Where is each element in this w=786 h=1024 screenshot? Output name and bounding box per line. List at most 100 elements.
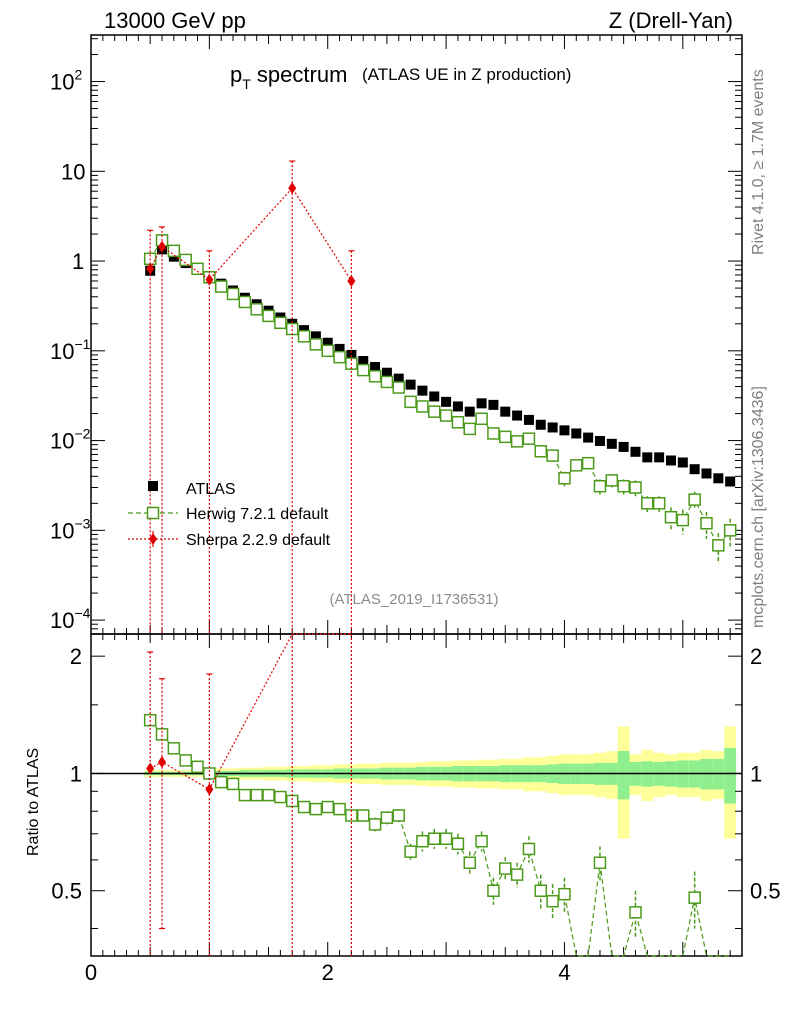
herwig-ratio-point: [274, 790, 287, 804]
legend: ATLAS Herwig 7.2.1 default Sherpa 2.2.9 …: [128, 481, 331, 549]
legend-label-sherpa: Sherpa 2.2.9 default: [186, 532, 331, 549]
title-rest: spectrum: [251, 62, 348, 87]
y-tick-label: 10: [61, 159, 85, 184]
herwig-point: [297, 330, 311, 343]
herwig-ratio-point: [250, 788, 263, 802]
herwig-point: [226, 287, 240, 301]
herwig-point: [712, 539, 725, 552]
atlas-point: [594, 435, 605, 446]
herwig-point: [428, 405, 441, 418]
herwig-ratio-point: [214, 775, 228, 789]
atlas-point: [334, 343, 345, 354]
ratio-tick-label-left: 1: [70, 761, 82, 786]
atlas-point: [500, 406, 511, 417]
herwig-ratio-point: [380, 811, 394, 824]
rivet-label: Rivet 4.1.0, ≥ 1.7M events: [750, 69, 767, 255]
x-tick-label: 2: [322, 960, 334, 985]
herwig-ratio-point: [179, 754, 192, 767]
herwig-ratio-point: [333, 802, 346, 816]
title-p: p: [230, 62, 242, 87]
ratio-band-inner: [617, 750, 630, 800]
herwig-point: [463, 422, 477, 436]
atlas-point: [405, 379, 416, 390]
herwig-ratio-point: [439, 832, 453, 845]
legend-marker-herwig: [146, 506, 160, 520]
herwig-point: [274, 316, 287, 330]
atlas-point: [547, 422, 558, 433]
main-panel: 102 10 1 10−1 10−2 10−3 10−4: [50, 34, 743, 635]
herwig-ratio-point: [487, 884, 500, 897]
sherpa-point: [146, 262, 155, 275]
atlas-point: [701, 468, 712, 479]
y-tick-label: 1: [72, 249, 84, 274]
herwig-point: [380, 375, 394, 389]
herwig-ratio-point: [404, 845, 417, 858]
herwig-ratio-point: [309, 802, 323, 816]
y-tick-label: 10−3: [50, 515, 91, 543]
title-sub: T: [242, 76, 251, 92]
ratio-tick-label-left: 2: [70, 644, 82, 669]
ratio-ylabel: Ratio to ATLAS: [25, 748, 42, 856]
herwig-point: [214, 280, 228, 293]
herwig-point: [664, 510, 678, 524]
herwig-point: [321, 344, 334, 358]
legend-label-herwig: Herwig 7.2.1 default: [186, 506, 329, 523]
y-tick-label: 10−1: [50, 336, 91, 364]
y-tick-label: 10−2: [50, 426, 91, 454]
energy-label: 13000 GeV pp: [104, 8, 246, 33]
ratio-tick-label-right: 2: [750, 644, 762, 669]
herwig-ratio-point: [534, 884, 548, 897]
atlas-point: [725, 476, 736, 487]
herwig-point: [652, 497, 666, 510]
atlas-point: [677, 457, 688, 468]
atlas-point: [429, 391, 440, 402]
atlas-point: [322, 337, 333, 348]
herwig-point: [605, 474, 619, 487]
herwig-ratio-point: [499, 862, 512, 875]
herwig-point: [487, 427, 500, 440]
atlas-point: [618, 441, 629, 452]
herwig-point: [534, 445, 548, 458]
herwig-point: [723, 524, 737, 537]
y-tick-label: 102: [50, 67, 82, 95]
atlas-point: [559, 425, 570, 436]
chart-title: pT spectrum: [230, 62, 347, 92]
atlas-point: [606, 438, 617, 449]
ratio-tick-label-left: 0.5: [51, 879, 82, 904]
sherpa-ratio-point: [158, 756, 167, 769]
herwig-ratio-point: [392, 809, 405, 822]
herwig-point: [570, 459, 583, 472]
herwig-point: [179, 253, 192, 267]
herwig-ratio-point: [428, 832, 441, 845]
herwig-point: [262, 309, 275, 323]
herwig-ratio-point: [167, 742, 181, 755]
atlas-point: [654, 452, 665, 463]
herwig-ratio-point: [368, 818, 382, 831]
atlas-point: [665, 455, 676, 466]
chart-title-note: (ATLAS UE in Z production): [362, 65, 571, 84]
herwig-ratio-point: [226, 777, 240, 791]
herwig-ratio-point: [191, 760, 204, 774]
herwig-ratio-point: [285, 794, 299, 808]
herwig-ratio-point: [155, 728, 169, 741]
herwig-ratio-point: [475, 834, 488, 848]
herwig-ratio-point: [262, 788, 275, 802]
herwig-ratio-point: [546, 894, 559, 908]
mcplots-label: mcplots.cern.ch [arXiv:1306.3436]: [750, 386, 767, 628]
herwig-point: [238, 295, 252, 309]
atlas-point: [417, 385, 428, 396]
atlas-point: [523, 414, 534, 425]
atlas-point: [689, 464, 700, 475]
atlas-point: [393, 373, 404, 384]
herwig-point: [392, 381, 405, 394]
herwig-point: [629, 481, 642, 494]
herwig-point: [593, 479, 607, 493]
herwig-point: [451, 416, 465, 429]
herwig-point: [475, 412, 488, 426]
herwig-point: [700, 516, 713, 530]
herwig-ratio-point: [463, 856, 477, 869]
sherpa-ratio-point: [146, 762, 155, 775]
legend-marker-sherpa: [149, 533, 157, 545]
sherpa-point: [347, 274, 356, 287]
herwig-ratio-point: [451, 837, 465, 851]
